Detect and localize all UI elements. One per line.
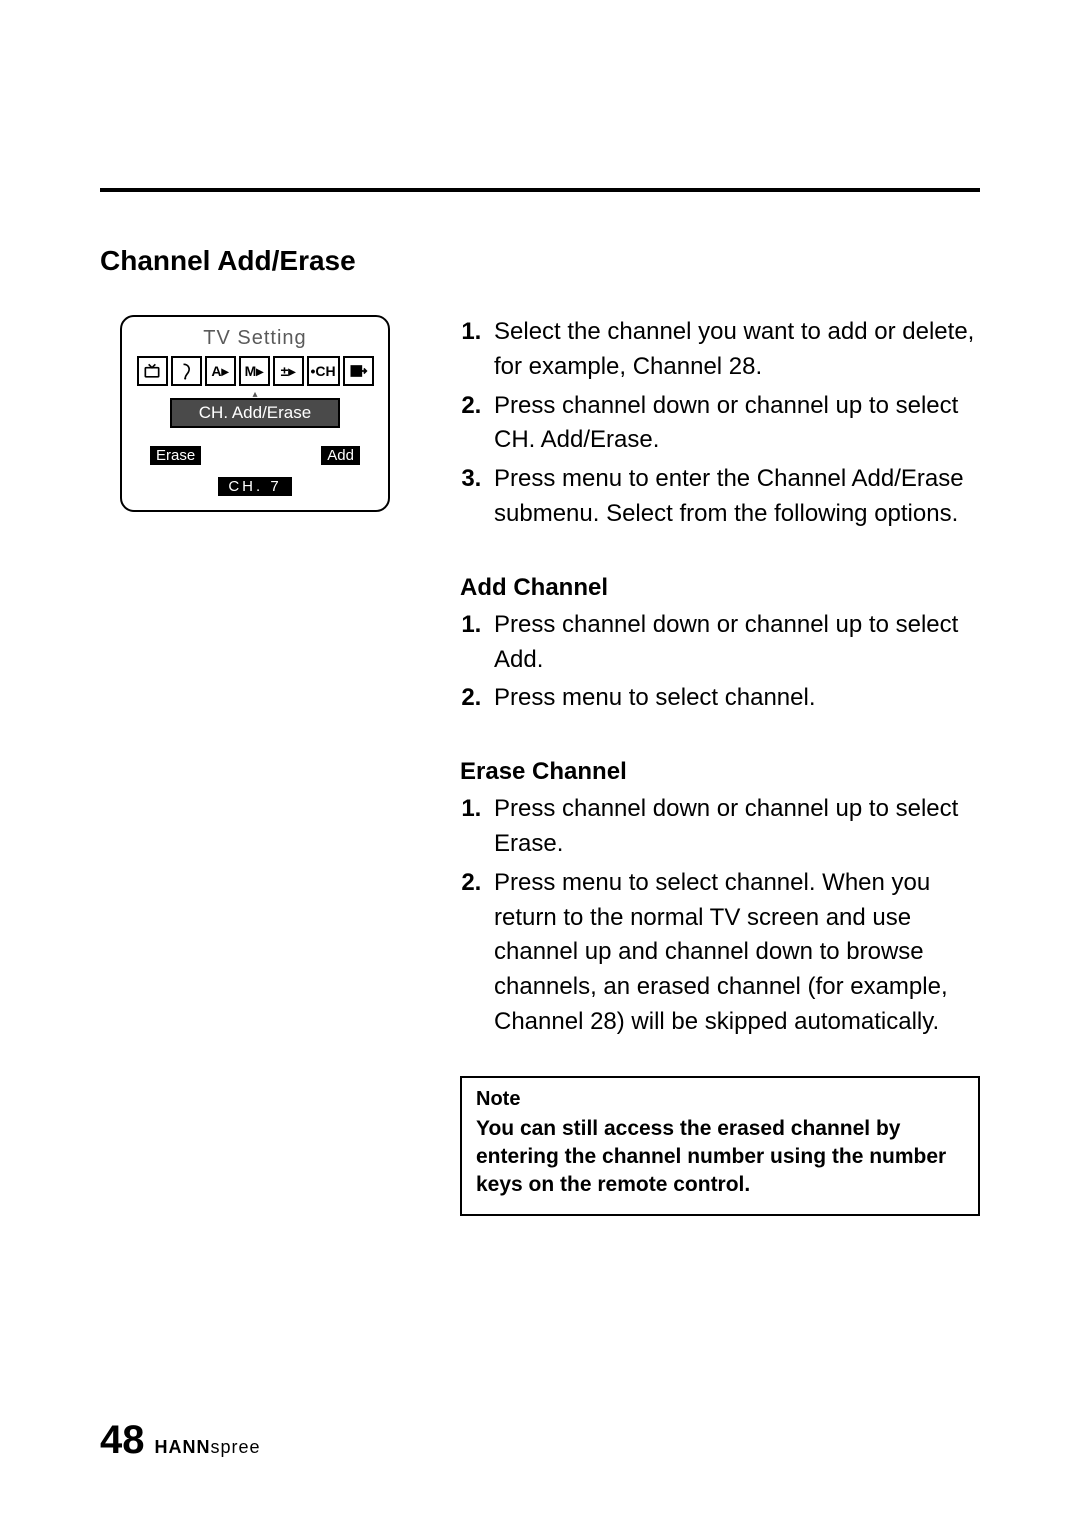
list-item: Press channel down or channel up to sele… <box>488 608 980 678</box>
list-item: Press menu to select channel. <box>488 681 980 716</box>
ch-icon: •CH <box>307 356 340 386</box>
channel-indicator: CH. 7 <box>218 477 291 496</box>
page-number: 48 <box>100 1418 145 1463</box>
add-steps-list: Press channel down or channel up to sele… <box>460 608 980 716</box>
page-footer: 48 HANNspree <box>100 1418 261 1463</box>
list-item: Press channel down or channel up to sele… <box>488 389 980 459</box>
list-item: Press menu to select channel. When you r… <box>488 866 980 1040</box>
add-channel-heading: Add Channel <box>460 574 980 602</box>
exit-icon <box>343 356 374 386</box>
main-steps-list: Select the channel you want to add or de… <box>460 315 980 532</box>
erase-button[interactable]: Erase <box>150 446 201 465</box>
note-box: Note You can still access the erased cha… <box>460 1076 980 1216</box>
list-item: Press channel down or channel up to sele… <box>488 792 980 862</box>
erase-steps-list: Press channel down or channel up to sele… <box>460 792 980 1040</box>
submenu-label: CH. Add/Erase <box>170 398 340 428</box>
ear-icon <box>171 356 202 386</box>
tv-icon-row: A▸ M▸ ±▸ •CH <box>134 356 376 386</box>
list-item: Select the channel you want to add or de… <box>488 315 980 385</box>
section-title: Channel Add/Erase <box>100 245 980 277</box>
note-body: You can still access the erased channel … <box>476 1115 964 1200</box>
horizontal-rule <box>100 188 980 192</box>
erase-channel-heading: Erase Channel <box>460 758 980 786</box>
tv-icon <box>137 356 168 386</box>
m-icon: M▸ <box>239 356 270 386</box>
note-heading: Note <box>476 1088 964 1111</box>
a-icon: A▸ <box>205 356 236 386</box>
tv-setting-title: TV Setting <box>134 327 376 350</box>
tv-setting-box: TV Setting A▸ M▸ ±▸ •CH ▴ CH. Add/Erase … <box>120 315 390 512</box>
list-item: Press menu to enter the Channel Add/Eras… <box>488 462 980 532</box>
fine-tune-icon: ±▸ <box>273 356 304 386</box>
brand-logo: HANNspree <box>155 1437 261 1458</box>
add-button[interactable]: Add <box>321 446 360 465</box>
